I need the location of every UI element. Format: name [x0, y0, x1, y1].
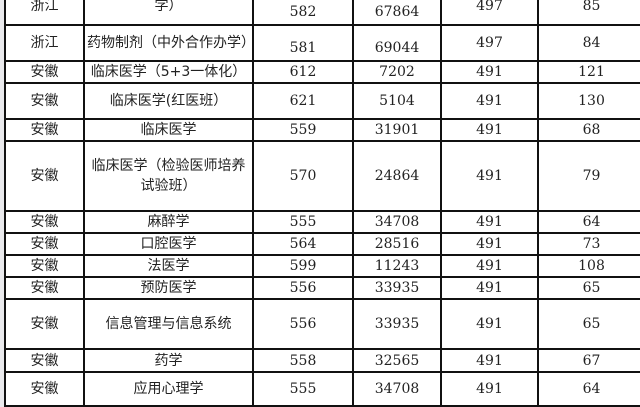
table-row: 安徽 临床医学(红医班） 621 5104 491 130	[4, 82, 640, 120]
province-cell: 浙江	[4, 0, 85, 26]
rank-cell: 33935	[352, 276, 442, 300]
table-row: 浙江 药物制剂（中外合作办学） 581 69044 497 84	[4, 24, 640, 62]
control-line-cell: 497	[440, 24, 539, 62]
major-cell: 临床医学（检验医师培养试验班）	[83, 140, 254, 212]
province-cell: 安徽	[4, 118, 85, 142]
score-difference-cell: 130	[537, 82, 640, 120]
major-cell: 口腔医学	[83, 232, 254, 256]
score-cell: 555	[252, 371, 354, 407]
score-cell: 564	[252, 232, 354, 256]
score-difference-cell: 68	[537, 118, 640, 142]
rank-cell: 34708	[352, 210, 442, 234]
province-cell: 安徽	[4, 298, 85, 350]
table-row: 安徽 药学 558 32565 491 67	[4, 348, 640, 373]
score-cell: 559	[252, 118, 354, 142]
major-cell: 预防医学	[83, 276, 254, 300]
score-difference-cell: 65	[537, 276, 640, 300]
control-line-cell: 491	[440, 82, 539, 120]
table-row: 安徽 预防医学 556 33935 491 65	[4, 276, 640, 300]
rank-cell: 28516	[352, 232, 442, 256]
major-cell: 药物制剂（中外合作办学）	[83, 24, 254, 62]
control-line-cell: 497	[440, 0, 539, 26]
score-difference-cell: 121	[537, 60, 640, 84]
control-line-cell: 491	[440, 371, 539, 407]
score-cell: 556	[252, 276, 354, 300]
major-cell: 法医学	[83, 254, 254, 278]
rank-cell: 32565	[352, 348, 442, 373]
province-cell: 安徽	[4, 232, 85, 256]
rank-cell: 34708	[352, 371, 442, 407]
score-cell: 570	[252, 140, 354, 212]
score-cell: 558	[252, 348, 354, 373]
rank-cell: 33935	[352, 298, 442, 350]
score-difference-cell: 64	[537, 210, 640, 234]
score-cell: 621	[252, 82, 354, 120]
rank-cell: 5104	[352, 82, 442, 120]
score-cell: 612	[252, 60, 354, 84]
score-cell: 555	[252, 210, 354, 234]
province-cell: 安徽	[4, 276, 85, 300]
major-cell: 药学	[83, 348, 254, 373]
province-cell: 安徽	[4, 254, 85, 278]
score-difference-cell: 67	[537, 348, 640, 373]
table-row: 浙江 学） 582 67864 497 85	[4, 0, 640, 26]
table-row: 安徽 临床医学（检验医师培养试验班） 570 24864 491 79	[4, 140, 640, 212]
control-line-cell: 491	[440, 276, 539, 300]
control-line-cell: 491	[440, 210, 539, 234]
table-row: 安徽 口腔医学 564 28516 491 73	[4, 232, 640, 256]
province-cell: 安徽	[4, 210, 85, 234]
table-row: 安徽 应用心理学 555 34708 491 64	[4, 371, 640, 407]
rank-cell: 67864	[352, 0, 442, 26]
table-row: 安徽 法医学 599 11243 491 108	[4, 254, 640, 278]
major-cell: 临床医学（5+3一体化）	[83, 60, 254, 84]
control-line-cell: 491	[440, 60, 539, 84]
rank-cell: 24864	[352, 140, 442, 212]
province-cell: 浙江	[4, 24, 85, 62]
province-cell: 安徽	[4, 140, 85, 212]
score-cell: 581	[252, 24, 354, 62]
major-cell: 麻醉学	[83, 210, 254, 234]
rank-cell: 31901	[352, 118, 442, 142]
rank-cell: 11243	[352, 254, 442, 278]
score-difference-cell: 108	[537, 254, 640, 278]
score-difference-cell: 65	[537, 298, 640, 350]
table-row: 安徽 临床医学 559 31901 491 68	[4, 118, 640, 142]
control-line-cell: 491	[440, 348, 539, 373]
control-line-cell: 491	[440, 254, 539, 278]
major-cell: 信息管理与信息系统	[83, 298, 254, 350]
major-cell: 临床医学(红医班）	[83, 82, 254, 120]
control-line-cell: 491	[440, 118, 539, 142]
score-cell: 599	[252, 254, 354, 278]
major-cell: 学）	[83, 0, 254, 26]
major-cell: 临床医学	[83, 118, 254, 142]
rank-cell: 69044	[352, 24, 442, 62]
score-cell: 556	[252, 298, 354, 350]
control-line-cell: 491	[440, 140, 539, 212]
control-line-cell: 491	[440, 232, 539, 256]
province-cell: 安徽	[4, 60, 85, 84]
rank-cell: 7202	[352, 60, 442, 84]
score-difference-cell: 85	[537, 0, 640, 26]
score-difference-cell: 84	[537, 24, 640, 62]
admission-score-table-container: 浙江 学） 582 67864 497 85 浙江 药物制剂（中外合作办学） 581 69044 4…	[4, 0, 640, 407]
score-difference-cell: 73	[537, 232, 640, 256]
control-line-cell: 491	[440, 298, 539, 350]
score-cell: 582	[252, 0, 354, 26]
table-row: 安徽 麻醉学 555 34708 491 64	[4, 210, 640, 234]
province-cell: 安徽	[4, 348, 85, 373]
score-difference-cell: 64	[537, 371, 640, 407]
admission-score-table: 浙江 学） 582 67864 497 85 浙江 药物制剂（中外合作办学） 581 69044 4…	[4, 0, 640, 407]
province-cell: 安徽	[4, 82, 85, 120]
table-row: 安徽 临床医学（5+3一体化） 612 7202 491 121	[4, 60, 640, 84]
province-cell: 安徽	[4, 371, 85, 407]
major-cell: 应用心理学	[83, 371, 254, 407]
score-difference-cell: 79	[537, 140, 640, 212]
table-row: 安徽 信息管理与信息系统 556 33935 491 65	[4, 298, 640, 350]
